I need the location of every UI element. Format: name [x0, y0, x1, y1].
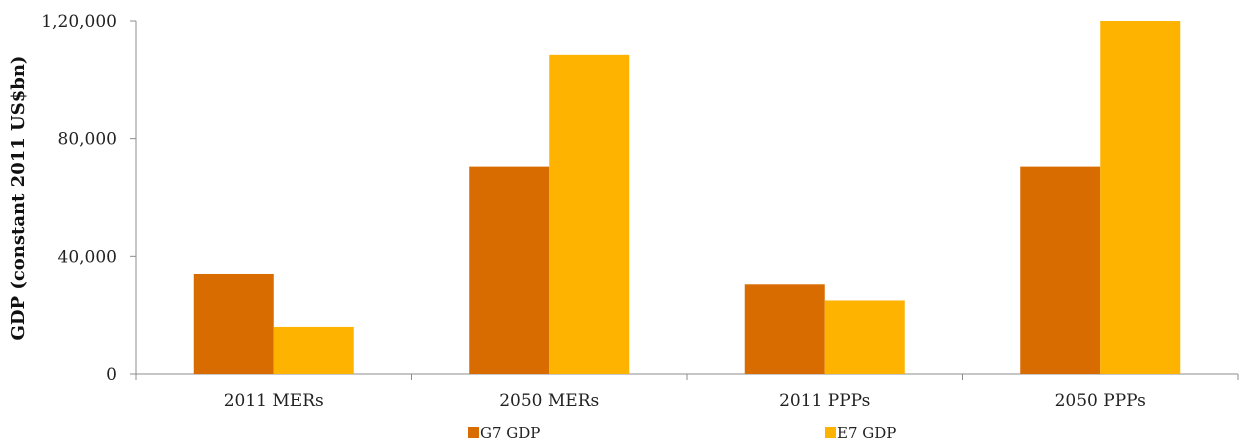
legend-swatch	[468, 427, 479, 438]
y-tick-label: 1,20,000	[41, 12, 117, 32]
bar-g7-gdp	[469, 166, 550, 374]
bar-g7-gdp	[193, 273, 274, 374]
y-tick-label: 0	[106, 365, 117, 385]
y-tick-label: 40,000	[58, 247, 117, 267]
bar-e7-gdp	[824, 300, 905, 374]
bar-e7-gdp	[1100, 21, 1181, 374]
y-axis-title: GDP (constant 2011 US$bn)	[8, 56, 29, 341]
plot-area: 0 40,000 80,000 1,20,000 2011 MERs 2050 MERs 2…	[41, 12, 1239, 411]
bar-g7-gdp	[744, 284, 825, 374]
x-tick-label: 2050 MERs	[499, 391, 599, 411]
legend-label: G7 GDP	[480, 424, 540, 442]
bar-g7-gdp	[1020, 166, 1101, 374]
bar-e7-gdp	[273, 326, 354, 374]
x-tick-label: 2050 PPPs	[1055, 391, 1146, 411]
y-tick-label: 80,000	[58, 130, 117, 150]
legend-label: E7 GDP	[837, 424, 896, 442]
legend-swatch	[825, 427, 836, 438]
x-tick-label: 2011 PPPs	[779, 391, 870, 411]
legend: G7 GDP E7 GDP	[468, 424, 896, 442]
x-tick-label: 2011 MERs	[224, 391, 324, 411]
bar-e7-gdp	[549, 54, 630, 375]
